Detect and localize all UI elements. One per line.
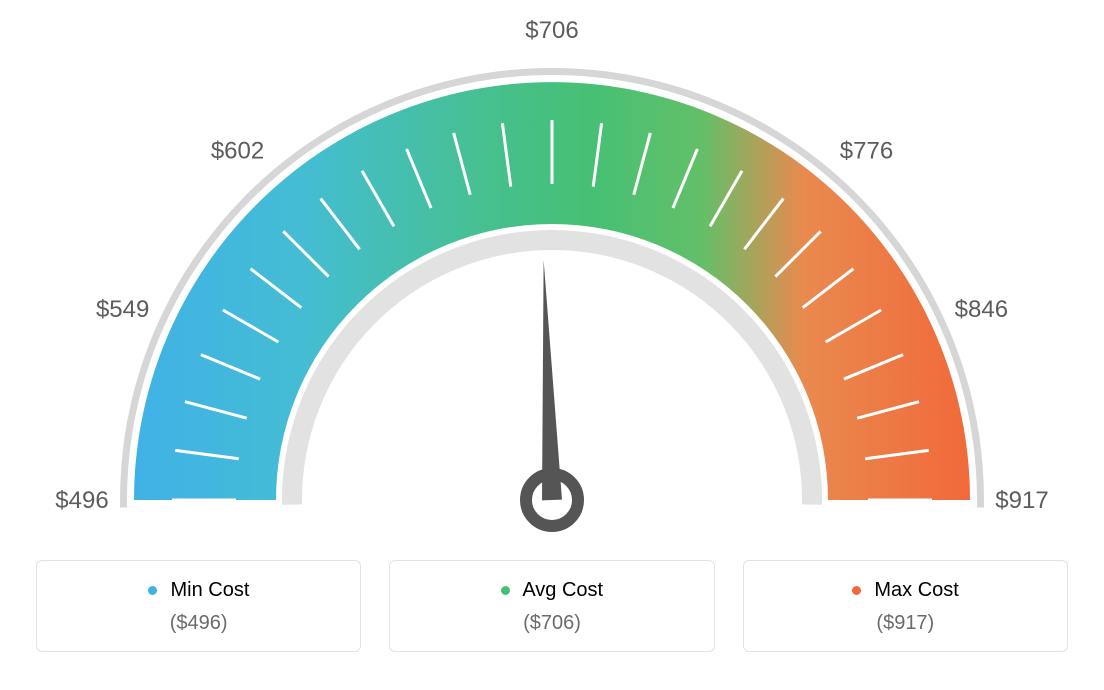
dot-avg xyxy=(501,586,510,595)
legend-avg-label: Avg Cost xyxy=(522,579,603,601)
legend-min: Min Cost ($496) xyxy=(36,560,361,652)
svg-text:$917: $917 xyxy=(995,487,1048,514)
legend-max: Max Cost ($917) xyxy=(743,560,1068,652)
legend-avg-value: ($706) xyxy=(390,612,713,635)
svg-text:$846: $846 xyxy=(955,296,1008,323)
legend-max-value: ($917) xyxy=(744,612,1067,635)
legend-min-value: ($496) xyxy=(37,612,360,635)
legend-min-label: Min Cost xyxy=(170,579,249,601)
svg-text:$602: $602 xyxy=(211,138,264,165)
dot-min xyxy=(148,586,157,595)
legend-avg: Avg Cost ($706) xyxy=(389,560,714,652)
gauge-chart: $496 $549 $602 $706 $776 $846 $917 xyxy=(0,0,1104,560)
svg-text:$549: $549 xyxy=(96,296,149,323)
legend-row: Min Cost ($496) Avg Cost ($706) Max Cost… xyxy=(0,560,1104,672)
svg-text:$776: $776 xyxy=(840,138,893,165)
legend-max-label: Max Cost xyxy=(874,579,958,601)
svg-text:$496: $496 xyxy=(55,487,108,514)
dot-max xyxy=(852,586,861,595)
svg-text:$706: $706 xyxy=(525,17,578,44)
